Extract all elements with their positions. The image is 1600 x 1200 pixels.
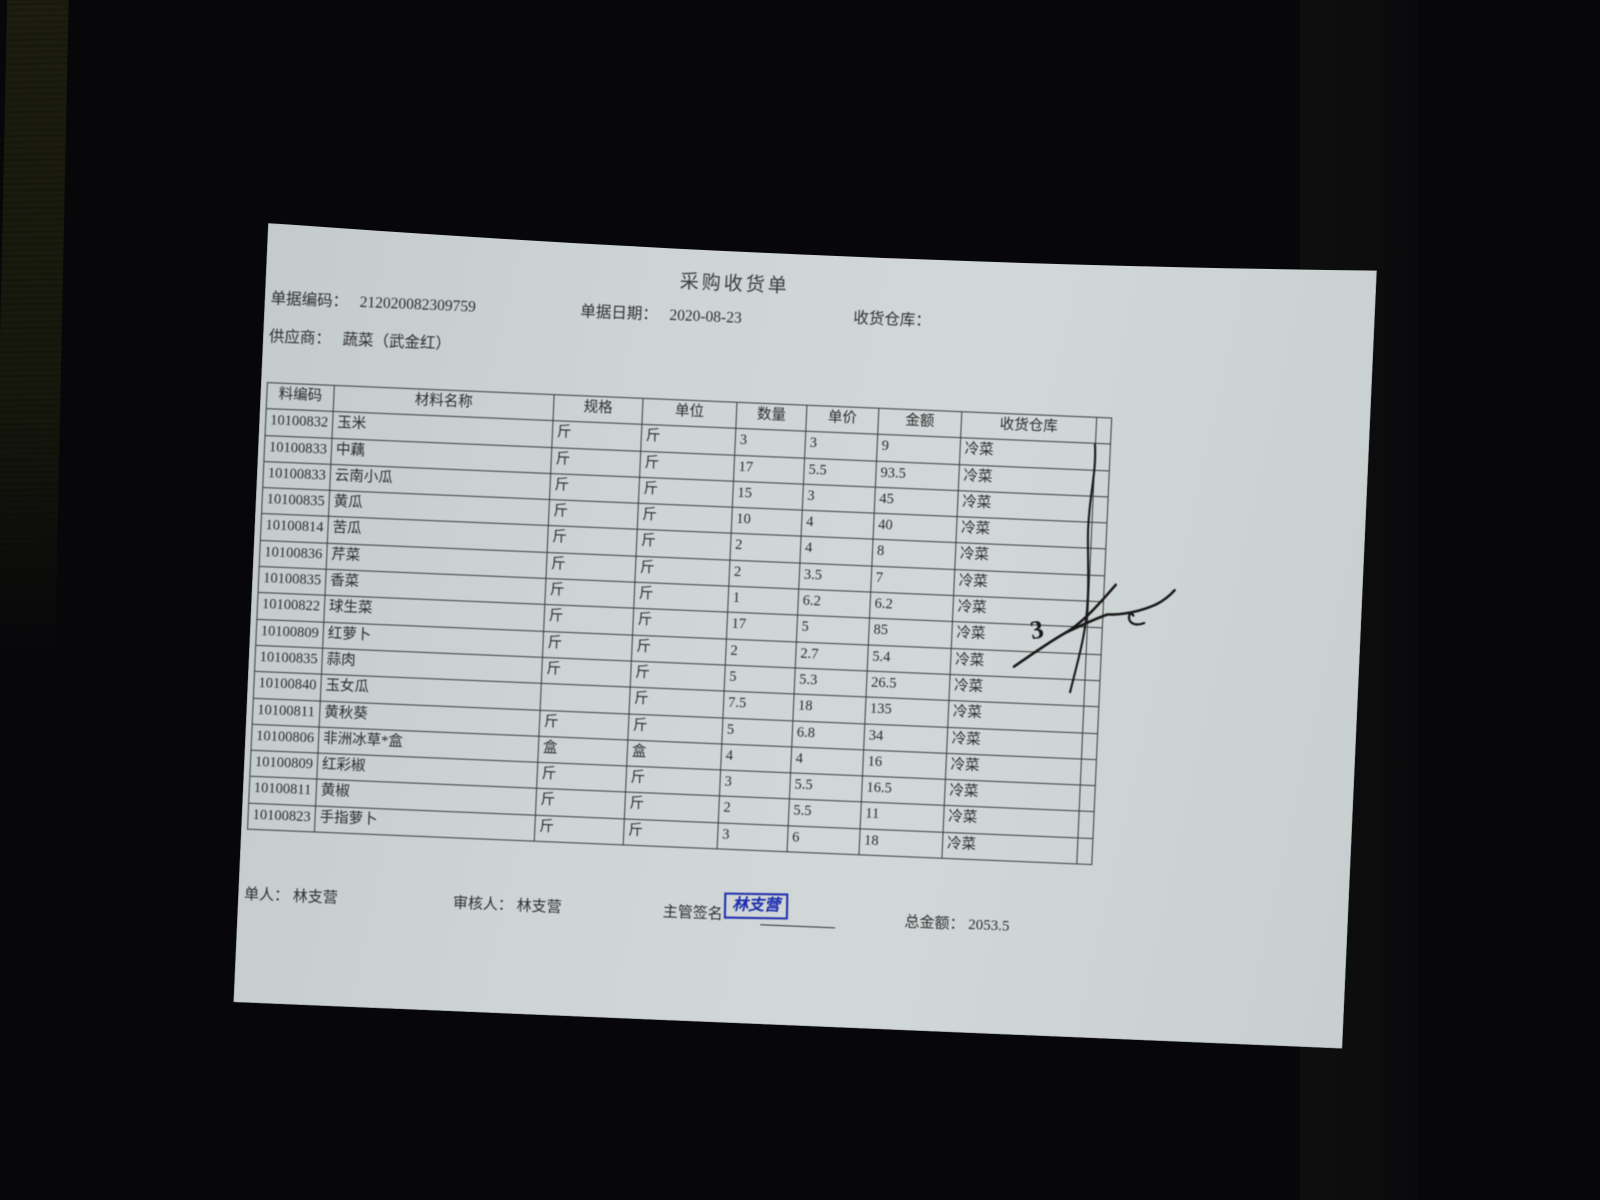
svg-text:3: 3 — [1028, 614, 1046, 645]
